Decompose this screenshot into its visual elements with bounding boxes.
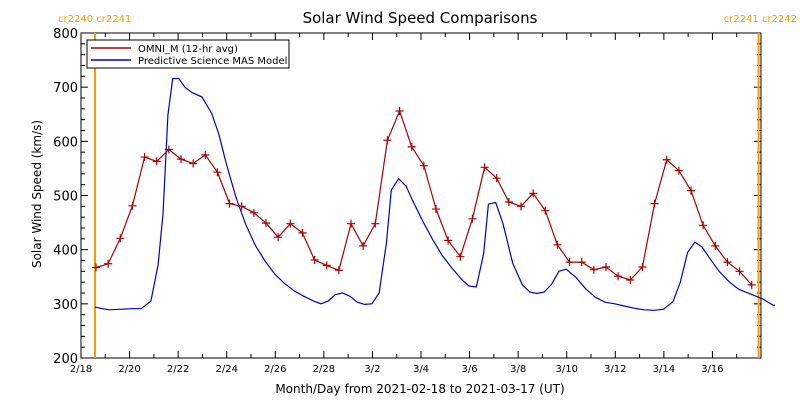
data-point-marker — [468, 214, 477, 223]
x-tick-label: 2/24 — [215, 364, 237, 375]
data-point-marker — [662, 155, 671, 164]
data-point-marker — [189, 159, 198, 168]
data-point-marker — [747, 280, 756, 289]
x-tick-label: 2/28 — [313, 364, 335, 375]
data-point-marker — [541, 206, 550, 215]
data-point-marker — [699, 221, 708, 230]
data-point-marker — [565, 258, 574, 267]
y-axis-label: Solar Wind Speed (km/s) — [30, 120, 44, 268]
x-tick-label: 3/10 — [555, 364, 577, 375]
data-point-marker — [711, 241, 720, 250]
x-tick-label: 3/8 — [510, 364, 526, 375]
y-tick-label: 400 — [53, 244, 78, 259]
data-point-marker — [201, 150, 210, 159]
data-point-marker — [213, 168, 222, 177]
x-tick-label: 2/22 — [167, 364, 189, 375]
series-line — [95, 109, 753, 286]
data-point-marker — [553, 240, 562, 249]
legend-label: OMNI_M (12-hr avg) — [138, 44, 238, 55]
data-point-marker — [456, 252, 465, 261]
data-point-marker — [723, 258, 732, 267]
x-tick-label: 3/12 — [604, 364, 626, 375]
chart-title: Solar Wind Speed Comparisons — [303, 9, 538, 27]
data-point-marker — [334, 266, 343, 275]
data-point-marker — [517, 202, 525, 211]
x-tick-label: 2/20 — [118, 364, 140, 375]
data-point-marker — [140, 153, 149, 162]
data-point-marker — [626, 276, 635, 284]
data-point-marker — [395, 107, 404, 115]
data-point-marker — [225, 199, 234, 208]
x-tick-label: 2/26 — [264, 364, 286, 375]
x-tick-label: 2/18 — [70, 364, 92, 375]
data-point-marker — [444, 236, 453, 245]
series-line — [94, 77, 776, 311]
carrington-marker-label: cr2240 cr2241 — [58, 14, 131, 25]
y-tick-label: 700 — [53, 81, 78, 96]
data-point-marker — [347, 219, 355, 228]
data-point-marker — [128, 201, 137, 210]
data-point-marker — [310, 255, 319, 264]
data-point-marker — [371, 219, 380, 228]
data-point-marker — [116, 234, 125, 243]
data-point-marker — [286, 219, 295, 228]
data-point-marker — [432, 205, 440, 214]
y-tick-label: 500 — [53, 190, 78, 205]
data-point-marker — [589, 265, 598, 274]
carrington-marker-label: cr2241 cr2242 — [724, 14, 797, 25]
data-point-marker — [359, 241, 368, 250]
legend-box — [86, 39, 290, 69]
y-tick-label: 600 — [53, 135, 78, 150]
data-point-marker — [322, 261, 331, 270]
x-tick-label: 3/6 — [462, 364, 478, 375]
x-tick-label: 3/2 — [364, 364, 380, 375]
data-point-marker — [638, 263, 647, 271]
x-tick-label: 3/4 — [413, 364, 429, 375]
x-tick-label: 3/14 — [653, 364, 675, 375]
data-point-marker — [383, 136, 392, 145]
x-tick-label: 3/16 — [701, 364, 723, 375]
y-tick-label: 200 — [53, 352, 78, 367]
data-point-marker — [274, 233, 283, 242]
y-tick-label: 800 — [53, 27, 78, 42]
data-point-marker — [262, 219, 270, 228]
data-point-marker — [650, 199, 659, 208]
data-point-marker — [298, 228, 307, 237]
data-point-marker — [577, 258, 586, 267]
y-tick-label: 300 — [53, 298, 78, 313]
data-point-marker — [529, 189, 538, 198]
x-axis-label: Month/Day from 2021-02-18 to 2021-03-17 … — [275, 382, 564, 396]
data-point-marker — [735, 267, 744, 276]
data-point-marker — [249, 208, 258, 217]
legend: OMNI_M (12-hr avg)Predictive Science MAS… — [86, 39, 290, 69]
data-point-marker — [407, 142, 416, 151]
data-point-marker — [152, 157, 161, 166]
data-point-marker — [104, 259, 113, 268]
legend-label: Predictive Science MAS Model — [138, 56, 287, 67]
data-point-marker — [687, 186, 695, 195]
data-point-marker — [92, 263, 100, 272]
data-point-marker — [480, 163, 489, 172]
data-point-marker — [614, 272, 623, 281]
data-point-marker — [492, 174, 501, 183]
data-point-marker — [602, 263, 610, 271]
data-point-marker — [674, 166, 683, 175]
data-point-marker — [504, 198, 513, 206]
data-point-marker — [419, 161, 428, 170]
data-point-marker — [177, 155, 185, 164]
